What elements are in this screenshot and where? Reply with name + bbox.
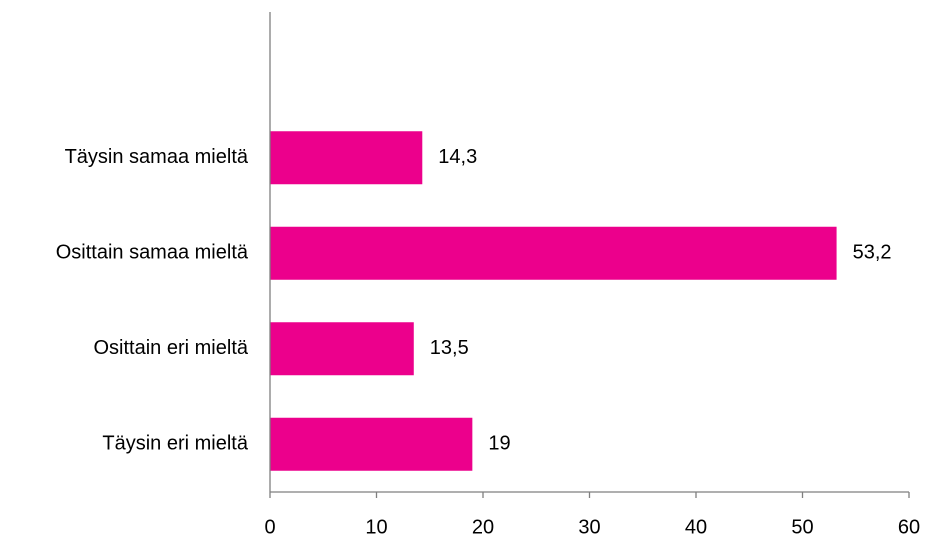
data-label: 53,2	[853, 242, 892, 264]
bars	[270, 131, 837, 471]
x-tick-label: 0	[264, 516, 275, 538]
data-label: 14,3	[438, 146, 477, 168]
axes	[269, 12, 910, 498]
x-tick-label: 20	[472, 516, 494, 538]
category-label: Osittain eri mieltä	[94, 337, 249, 359]
bar-3	[270, 322, 414, 376]
bar-2	[270, 226, 837, 280]
category-label: Täysin eri mieltä	[102, 433, 248, 455]
category-label: Täysin samaa mieltä	[65, 146, 249, 168]
data-label: 19	[488, 433, 510, 455]
x-tick-label: 40	[685, 516, 707, 538]
category-label: Osittain samaa mieltä	[56, 242, 249, 264]
x-tick-label: 50	[791, 516, 813, 538]
data-label: 13,5	[430, 337, 469, 359]
labels: Täysin samaa mieltä 14,3 Osittain samaa mi…	[56, 146, 920, 538]
bar-1	[270, 131, 423, 185]
x-tick-label: 60	[898, 516, 920, 538]
x-tick-label: 10	[365, 516, 387, 538]
bar-4	[270, 417, 473, 471]
x-tick-label: 30	[578, 516, 600, 538]
